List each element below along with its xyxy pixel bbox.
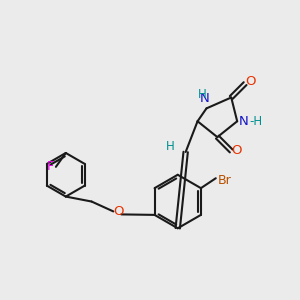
Text: N: N [239,115,249,128]
Text: F: F [46,160,53,173]
Text: O: O [245,75,255,88]
Text: N: N [200,92,209,105]
Text: O: O [113,205,124,218]
Text: H: H [198,88,207,101]
Text: -H: -H [249,115,262,128]
Text: H: H [165,140,174,152]
Text: Br: Br [218,174,232,187]
Text: O: O [231,145,242,158]
